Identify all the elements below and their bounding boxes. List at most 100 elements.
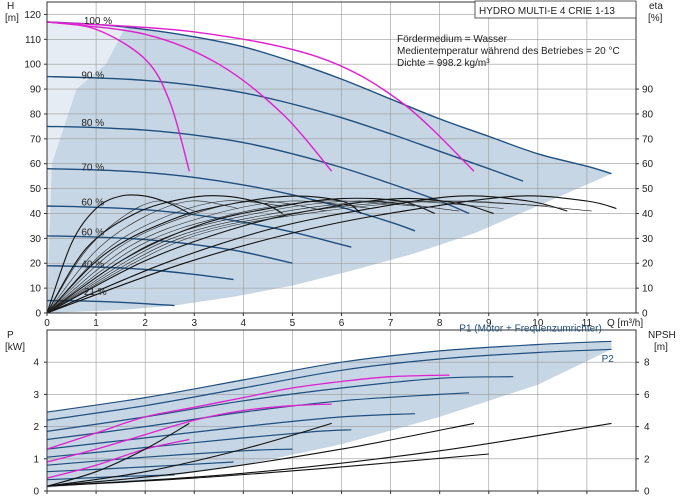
y2-tick-label-70: 70 [642, 134, 654, 145]
speed-label-4: 60 % [81, 198, 104, 209]
npsh-curve-4 [46, 453, 489, 487]
x-tick-label-6: 6 [339, 318, 345, 329]
qh-tick-labels: 0 1 2 3 4 5 6 7 8 9 10 1101020304050607080901001101… [24, 10, 653, 329]
x-tick-label-8: 8 [437, 318, 443, 329]
note-temperature: Medientemperatur während des Betriebes =… [397, 46, 620, 57]
y2-axis-label-npsh: NPSH [648, 330, 676, 341]
y-tick-label-70: 70 [30, 134, 42, 145]
npsh-curve-1 [46, 422, 332, 487]
y2-tick-label-40: 40 [642, 209, 654, 220]
power-curve-7 [46, 461, 234, 473]
efficiency-curve-0 [46, 194, 190, 314]
efficiency-bundle-line-1 [46, 200, 239, 314]
y2-tick-label-50: 50 [642, 184, 654, 195]
qh-curve-1 [46, 75, 524, 182]
x-tick-label-2: 2 [142, 318, 148, 329]
y2-tick-label-20: 20 [642, 259, 654, 270]
npsh-curve-0 [46, 422, 190, 487]
x-tick-label-1: 1 [93, 318, 99, 329]
y2-tick-label-60: 60 [642, 159, 654, 170]
power-system-curves [46, 374, 450, 479]
power-envelope-area [47, 341, 612, 488]
power-curve-2 [46, 376, 514, 432]
note-density: Dichte = 998.2 kg/m³ [397, 58, 490, 69]
y2-axis-unit-percent: [%] [648, 13, 663, 24]
efficiency-curve-6 [46, 195, 617, 314]
y2-tick-label-90: 90 [642, 85, 654, 96]
power-tick-labels: 0 1 2 3 4 0 2 4 6 8 [33, 358, 650, 498]
y-tick-label-4: 4 [33, 358, 39, 369]
y-tick-label-1: 1 [33, 454, 39, 465]
y-tick-label-0: 0 [33, 487, 39, 498]
y-tick-label-100: 100 [24, 60, 41, 71]
qh-speed-curves [46, 21, 612, 307]
chart-title: HYDRO MULTI-E 4 CRIE 1-13 [479, 6, 615, 17]
power-system-curve-1 [46, 403, 332, 463]
system-curves [46, 21, 475, 172]
power-curve-3 [46, 392, 470, 441]
series-label-1: P2 [602, 354, 615, 365]
y2-axis-unit-m: [m] [654, 342, 668, 353]
y-tick-label-40: 40 [30, 209, 42, 220]
qh-efficiency-chart: 0 1 2 3 4 5 6 7 8 9 10 1101020304050607080901001101… [5, 0, 663, 329]
power-operating-envelope [47, 341, 612, 488]
speed-label-1: 90 % [81, 71, 104, 82]
power-curve-1 [46, 348, 612, 421]
x-tick-label-11: 11 [582, 318, 593, 329]
y2-tick-label-4: 4 [644, 422, 650, 433]
efficiency-bundle-line-0 [46, 200, 195, 314]
efficiency-bundle-line-8 [46, 200, 548, 314]
efficiency-curves [46, 194, 617, 314]
y-tick-label-80: 80 [30, 109, 42, 120]
x-tick-label-0: 0 [44, 318, 50, 329]
y-tick-label-120: 120 [24, 10, 41, 21]
system-curve-1 [46, 21, 333, 172]
system-curve-2 [46, 21, 475, 172]
power-curve-5 [46, 429, 352, 458]
speed-labels: 100 % 90 % 80 % 70 % 60 % 60 % 40 % 21 % [81, 16, 112, 298]
speed-label-3: 70 % [81, 163, 104, 174]
x-tick-label-4: 4 [241, 318, 247, 329]
note-medium: Fördermedium = Wasser [397, 34, 508, 45]
power-curve-0 [46, 340, 612, 413]
y2-tick-label-8: 8 [644, 358, 650, 369]
y-tick-label-2: 2 [33, 422, 39, 433]
power-npsh-chart: 0 1 2 3 4 0 2 4 6 8 P1 (Motor + Frequenzumrichter… [5, 324, 676, 498]
speed-label-0: 100 % [84, 16, 112, 27]
efficiency-bundle-line-2 [46, 200, 283, 314]
speed-label-7: 21 % [84, 287, 107, 298]
qh-grid [47, 2, 636, 313]
series-label-0: P1 (Motor + Frequenzumrichter) [459, 324, 602, 335]
title-box [474, 0, 637, 19]
power-curves [46, 340, 612, 481]
y2-axis-label-eta: eta [649, 1, 663, 12]
y2-tick-label-10: 10 [642, 284, 654, 295]
y-tick-label-50: 50 [30, 184, 42, 195]
power-system-curve-0 [46, 374, 450, 450]
y-tick-label-20: 20 [30, 259, 42, 270]
power-curve-6 [46, 448, 293, 466]
x-tick-label-3: 3 [191, 318, 197, 329]
power-series-labels: P1 (Motor + Frequenzumrichter) P2 [459, 324, 614, 366]
speed-label-5: 60 % [81, 227, 104, 238]
efficiency-bundle-line-4 [46, 200, 371, 314]
y2-tick-label-80: 80 [642, 109, 654, 120]
y2-tick-label-2: 2 [644, 454, 650, 465]
efficiency-bundle-line-9 [46, 200, 592, 314]
x-tick-label-5: 5 [290, 318, 296, 329]
y2-tick-label-0: 0 [642, 309, 648, 320]
speed-label-6: 40 % [81, 260, 104, 271]
qh-envelope-highlight [47, 21, 126, 314]
efficiency-bundle-line-3 [46, 200, 327, 314]
efficiency-bundle-line-7 [46, 200, 504, 314]
power-curve-4 [46, 413, 416, 450]
power-system-curve-2 [46, 438, 190, 479]
npsh-curve-2 [46, 422, 475, 487]
qh-curve-6 [46, 265, 234, 281]
qh-curve-5 [46, 235, 293, 264]
y2-tick-label-30: 30 [642, 234, 654, 245]
y-axis-label-p: P [7, 330, 14, 341]
y-axis-unit-m: [m] [5, 13, 19, 24]
y-tick-label-30: 30 [30, 234, 42, 245]
